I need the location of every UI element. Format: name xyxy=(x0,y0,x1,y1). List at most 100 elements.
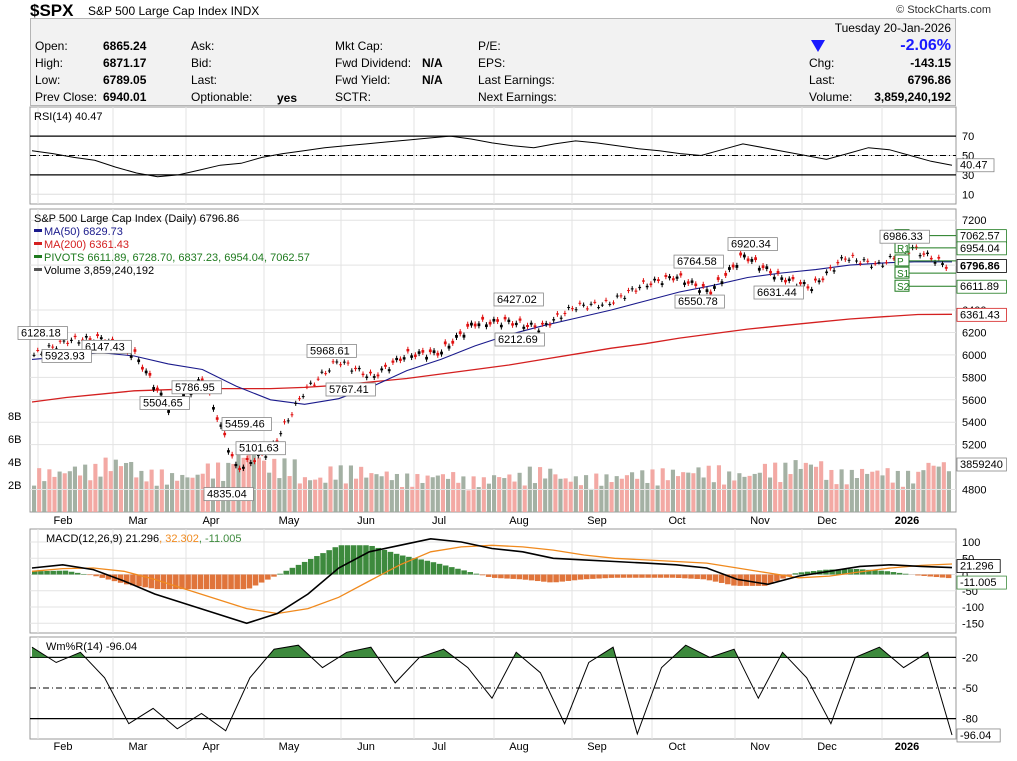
price-annotation: 5786.95 xyxy=(175,382,215,394)
chart-canvas: 70503010RSI(14) 40.4740.478B6B4B2B720068… xyxy=(0,0,1017,761)
candle-body xyxy=(253,460,256,462)
x-month-label: Aug xyxy=(509,515,529,527)
volume-bar xyxy=(334,480,338,512)
macd-tick-label: 100 xyxy=(962,537,980,549)
candle-body xyxy=(466,324,469,327)
volume-bar xyxy=(180,475,184,512)
legend-entry: PIVOTS 6611.89, 6728.70, 6837.23, 6954.0… xyxy=(44,252,310,264)
candle-body xyxy=(851,255,854,256)
volume-bar xyxy=(533,483,537,512)
volume-bar xyxy=(282,458,286,512)
macd-hist-bar xyxy=(774,575,780,582)
candle-body xyxy=(463,335,466,338)
candle-body xyxy=(343,362,346,363)
volume-bar xyxy=(52,477,56,512)
macd-hist-bar xyxy=(271,575,277,577)
candle-body xyxy=(937,257,940,259)
macd-tick-label: -150 xyxy=(962,618,984,630)
macd-hist-bar xyxy=(731,575,737,586)
pivot-value-r1: 6954.04 xyxy=(960,243,1000,255)
candle-body xyxy=(279,433,282,434)
wr-month-label: Sep xyxy=(587,741,607,753)
volume-bar xyxy=(742,477,746,512)
candle-body xyxy=(825,272,828,274)
volume-bar xyxy=(594,474,598,512)
macd-hist-bar xyxy=(523,575,529,580)
candle-body xyxy=(836,262,839,263)
candle-body xyxy=(433,350,436,353)
volume-bar xyxy=(196,475,200,512)
wr-month-label: May xyxy=(279,741,300,753)
price-tick-label: 4800 xyxy=(962,485,986,497)
candle-body xyxy=(687,281,690,283)
volume-bar xyxy=(676,476,680,512)
macd-hist-bar xyxy=(155,575,161,590)
candle-body xyxy=(661,283,664,285)
macd-hist-bar xyxy=(559,575,565,582)
candle-body xyxy=(586,308,589,309)
candle-body xyxy=(455,335,458,338)
candle-body xyxy=(612,303,615,304)
candle-body xyxy=(70,340,73,341)
candle-body xyxy=(721,281,724,284)
volume-bar xyxy=(441,474,445,512)
candle-body xyxy=(291,414,294,415)
pivot-value-r2: 7062.57 xyxy=(960,231,1000,243)
candle-body xyxy=(347,363,350,364)
macd-hist-bar xyxy=(461,570,467,574)
candle-body xyxy=(242,467,245,469)
volume-bar xyxy=(921,470,925,512)
volume-bar xyxy=(645,483,649,512)
macd-hist-bar xyxy=(265,575,271,580)
macd-hist-bar xyxy=(934,575,940,578)
candle-body xyxy=(33,355,36,356)
volume-tick-label: 6B xyxy=(8,434,21,446)
volume-bar xyxy=(190,478,194,512)
candle-body xyxy=(934,262,937,264)
candle-body xyxy=(556,313,559,314)
candle-body xyxy=(320,372,323,373)
candle-body xyxy=(810,289,813,291)
candle-body xyxy=(306,387,309,388)
volume-bar xyxy=(293,459,297,512)
macd-hist-bar xyxy=(63,571,69,575)
volume-bar xyxy=(267,473,271,512)
candle-body xyxy=(840,257,843,258)
macd-hist-bar xyxy=(81,574,87,575)
volume-bar xyxy=(819,461,823,512)
pivot-tag-p: P xyxy=(897,257,904,268)
candle-body xyxy=(283,421,286,422)
candle-body xyxy=(657,279,660,281)
candle-body xyxy=(833,270,836,271)
x-month-label: Oct xyxy=(668,515,685,527)
candle-body xyxy=(649,284,652,286)
candle-body xyxy=(51,347,54,348)
volume-bar xyxy=(313,480,317,512)
volume-bar xyxy=(707,466,711,512)
candle-body xyxy=(328,370,331,371)
macd-hist-bar xyxy=(504,575,510,579)
candle-body xyxy=(855,261,858,262)
price-title: S&P 500 Large Cap Index (Daily) 6796.86 xyxy=(34,213,239,225)
volume-bar xyxy=(840,469,844,512)
candle-body xyxy=(74,336,77,337)
macd-hist-bar xyxy=(357,545,363,574)
macd-hist-bar xyxy=(915,575,921,576)
macd-hist-bar xyxy=(529,575,535,581)
candle-body xyxy=(392,361,395,363)
macd-hist-bar xyxy=(651,575,657,578)
price-annotation: 6212.69 xyxy=(498,334,538,346)
volume-bar xyxy=(124,463,128,512)
volume-bar xyxy=(932,466,936,512)
candle-body xyxy=(691,280,694,282)
macd-hist-bar xyxy=(799,572,805,574)
volume-bar xyxy=(712,482,716,512)
volume-bar xyxy=(901,487,905,512)
volume-bar xyxy=(431,477,435,512)
volume-bar xyxy=(405,474,409,512)
macd-hist-bar xyxy=(688,575,694,579)
wr-tick-label: -50 xyxy=(962,683,978,695)
wr-tick-label: -20 xyxy=(962,652,978,664)
legend-swatch xyxy=(34,242,42,245)
macd-hist-bar xyxy=(443,565,449,574)
